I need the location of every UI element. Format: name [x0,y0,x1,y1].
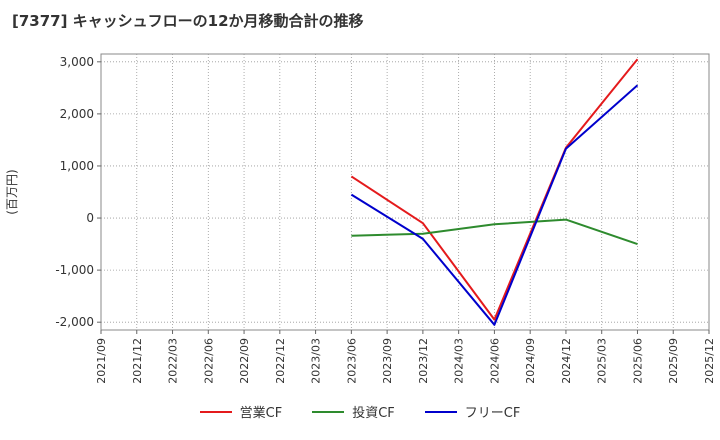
x-tick-label: 2025/03 [596,338,609,384]
y-tick-label: 2,000 [60,107,94,121]
x-tick-label: 2024/06 [488,338,501,384]
legend-label-free-cf: フリーCF [464,406,521,421]
x-tick-label: 2022/09 [238,338,251,384]
legend-label-operating-cf: 営業CF [239,406,283,421]
legend-item-operating-cf: 営業CF [199,402,283,421]
x-tick-label: 2025/06 [631,338,644,384]
legend-swatch-operating-cf [199,410,232,413]
series-line-2 [350,84,639,326]
chart-title: [7377] キャッシュフローの12か月移動合計の推移 [12,12,364,30]
legend-label-investing-cf: 投資CF [352,406,395,421]
y-tick-label: 0 [86,211,94,225]
x-tick-label: 2023/06 [345,338,358,384]
series-line-0 [350,58,639,321]
series-line-1 [351,218,638,246]
legend-item-investing-cf: 投資CF [312,402,395,421]
x-tick-label: 2022/06 [202,338,215,384]
x-tick-label: 2024/03 [453,338,466,384]
x-tick-label: 2024/09 [524,338,537,384]
legend-swatch-investing-cf [312,410,345,413]
x-tick-label: 2023/03 [310,338,323,384]
plot-frame [100,53,710,331]
y-axis-label: (百万円) [5,169,19,214]
legend-swatch-free-cf [424,410,457,413]
x-tick-label: 2021/12 [131,338,144,384]
x-tick-label: 2024/12 [560,338,573,384]
x-tick-label: 2022/12 [274,338,287,384]
y-tick-label: 1,000 [60,159,94,173]
y-tick-label: 3,000 [60,55,94,69]
y-tick-label: -1,000 [55,263,94,277]
x-tick-label: 2023/09 [381,338,394,384]
x-tick-label: 2023/12 [417,338,430,384]
x-tick-label: 2022/03 [167,338,180,384]
x-tick-label: 2021/09 [95,338,108,384]
legend-item-free-cf: フリーCF [424,402,521,421]
legend: 営業CF 投資CF フリーCF [0,402,720,421]
y-tick-label: -2,000 [55,315,94,329]
x-tick-label: 2025/09 [667,338,680,384]
x-tick-label: 2025/12 [703,338,716,384]
